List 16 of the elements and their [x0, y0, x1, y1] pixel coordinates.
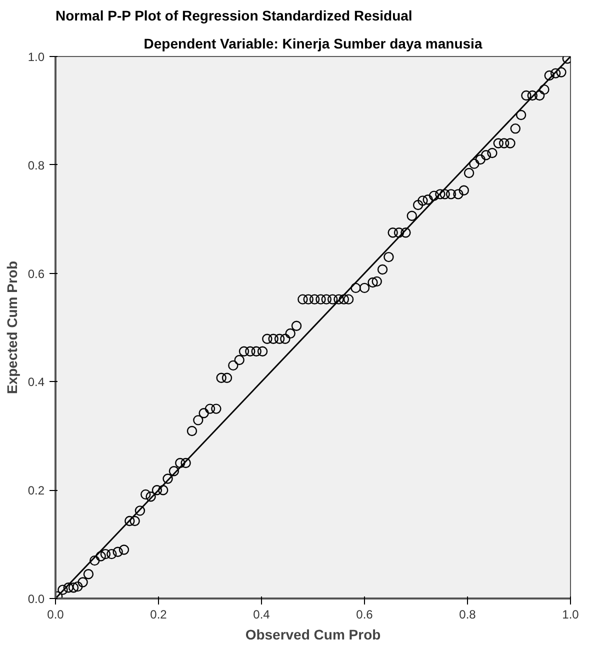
y-tick-label: 0.2 — [28, 484, 45, 498]
y-tick-label: 1.0 — [28, 50, 45, 64]
x-tick-label: 0.6 — [356, 608, 374, 622]
chart-subtitle: Dependent Variable: Kinerja Sumber daya manusia — [144, 36, 482, 52]
y-tick-label: 0.8 — [28, 158, 45, 172]
y-tick-label: 0.0 — [28, 592, 45, 606]
y-tick-label: 0.6 — [28, 266, 45, 281]
y-tick-label: 0.4 — [28, 375, 45, 390]
chart-title: Normal P-P Plot of Regression Standardized Residual — [56, 8, 412, 24]
x-tick-label: 0.4 — [253, 608, 270, 622]
x-tick-label: 0.0 — [47, 608, 64, 622]
x-tick-label: 0.8 — [459, 608, 476, 622]
y-axis-title: Expected Cum Prob — [4, 260, 20, 394]
x-tick-label: 1.0 — [562, 608, 580, 622]
x-tick-label: 0.2 — [150, 608, 168, 622]
x-axis-title: Observed Cum Prob — [245, 626, 381, 642]
